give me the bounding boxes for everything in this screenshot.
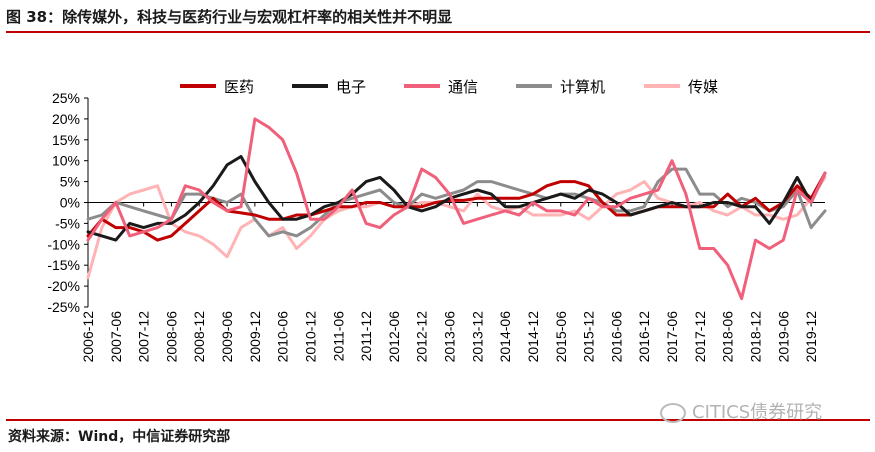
x-tick-label: 2008-06 bbox=[163, 311, 179, 363]
y-tick-label: -10% bbox=[47, 236, 80, 252]
series-line-2 bbox=[86, 155, 827, 242]
x-tick-label: 2012-12 bbox=[414, 311, 430, 363]
legend-label-1: 医药 bbox=[224, 79, 254, 96]
x-tick-label: 2011-06 bbox=[330, 311, 346, 362]
x-tick-label: 2012-06 bbox=[386, 311, 402, 363]
x-tick-label: 2019-12 bbox=[803, 311, 819, 363]
legend-label-2: 电子 bbox=[336, 79, 366, 96]
x-tick-label: 2018-06 bbox=[720, 311, 736, 363]
y-tick-label: 0% bbox=[60, 195, 80, 211]
y-tick-label: 10% bbox=[52, 153, 80, 169]
x-tick-label: 2010-06 bbox=[275, 311, 291, 363]
x-tick-label: 2008-12 bbox=[191, 311, 207, 363]
x-tick-label: 2019-06 bbox=[775, 311, 791, 363]
x-tick-label: 2017-06 bbox=[664, 311, 680, 363]
legend-label-4: 计算机 bbox=[560, 78, 605, 96]
footer-divider bbox=[6, 419, 870, 421]
y-tick-label: 25% bbox=[52, 90, 80, 106]
x-tick-label: 2011-12 bbox=[358, 311, 374, 362]
y-tick-label: 15% bbox=[52, 132, 80, 148]
series-line-3 bbox=[86, 117, 827, 301]
x-tick-label: 2007-12 bbox=[136, 311, 152, 363]
legend: 医药 电子 通信 计算机 传媒 bbox=[180, 78, 718, 96]
y-tick-label: -25% bbox=[47, 299, 80, 315]
x-tick-label: 2006-12 bbox=[80, 311, 96, 363]
watermark: CITICS债券研究 bbox=[660, 398, 822, 424]
title-divider bbox=[6, 31, 870, 33]
x-tick-label: 2013-06 bbox=[442, 311, 458, 363]
x-tick-label: 2016-06 bbox=[608, 311, 624, 363]
x-tick-label: 2014-06 bbox=[497, 311, 513, 363]
watermark-text: CITICS债券研究 bbox=[692, 402, 823, 423]
y-tick-label: 20% bbox=[52, 111, 80, 127]
axes-layer: 25% 20% 15% 10% 5% 0% -5% -10% -15% -20% -25%2006-… bbox=[47, 90, 825, 362]
x-tick-label: 2009-12 bbox=[247, 311, 263, 363]
series-layer bbox=[86, 117, 827, 301]
series-line-4 bbox=[86, 167, 827, 238]
y-tick-label: -20% bbox=[47, 278, 80, 294]
x-tick-label: 2015-12 bbox=[581, 311, 597, 363]
legend-label-3: 通信 bbox=[448, 79, 478, 96]
legend-label-5: 传媒 bbox=[688, 79, 718, 96]
x-tick-label: 2007-06 bbox=[108, 311, 124, 363]
y-tick-label: -5% bbox=[55, 215, 80, 231]
wechat-icon bbox=[660, 403, 686, 423]
x-tick-label: 2018-12 bbox=[747, 311, 763, 363]
x-tick-label: 2010-12 bbox=[302, 311, 318, 363]
x-tick-label: 2013-12 bbox=[469, 311, 485, 363]
figure-title: 图 38：除传媒外，科技与医药行业与宏观杠杆率的相关性并不明显 bbox=[6, 8, 453, 26]
source-note: 资料来源：Wind，中信证券研究部 bbox=[8, 429, 231, 445]
x-tick-label: 2017-12 bbox=[692, 311, 708, 363]
x-tick-label: 2014-12 bbox=[525, 311, 541, 363]
x-tick-label: 2009-06 bbox=[219, 311, 235, 363]
y-tick-label: 5% bbox=[60, 174, 80, 190]
x-tick-label: 2016-12 bbox=[636, 311, 652, 363]
y-tick-label: -15% bbox=[47, 257, 80, 273]
x-tick-label: 2015-06 bbox=[553, 311, 569, 363]
